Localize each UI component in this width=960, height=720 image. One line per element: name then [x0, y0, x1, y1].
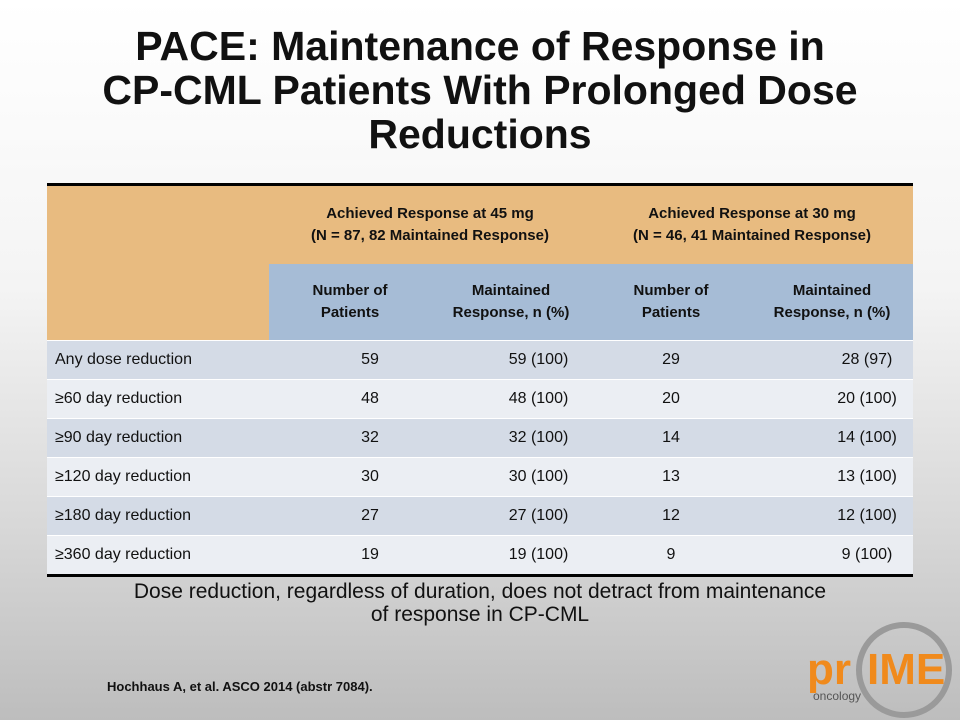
- data-table: Achieved Response at 45 mg (N = 87, 82 M…: [47, 183, 913, 577]
- table-cell: 27 (100): [431, 496, 591, 536]
- table-cell: 59 (100): [431, 340, 591, 380]
- row-label: ≥120 day reduction: [47, 457, 269, 497]
- title-line-2: CP-CML Patients With Prolonged Dose: [102, 67, 858, 113]
- table-cell: 19 (100): [431, 535, 591, 574]
- table-cell: 29: [591, 340, 751, 380]
- table-row: ≥60 day reduction 48 48 (100) 20 20 (100…: [47, 379, 913, 419]
- logo-oncology-text: oncology: [813, 689, 861, 703]
- table-cell: 13: [591, 457, 751, 497]
- row-label: ≥180 day reduction: [47, 496, 269, 536]
- table-corner-cell: [47, 186, 269, 341]
- table-cell: 27: [269, 496, 431, 536]
- table-cell: 20: [591, 379, 751, 419]
- group-header-30mg: Achieved Response at 30 mg (N = 46, 41 M…: [591, 186, 913, 264]
- sub-header-line2: Patients: [641, 304, 701, 321]
- table-cell: 32 (100): [431, 418, 591, 458]
- table-row: Any dose reduction 59 59 (100) 29 28 (97…: [47, 340, 913, 380]
- table-row: ≥180 day reduction 27 27 (100) 12 12 (10…: [47, 496, 913, 536]
- sub-header-cell: Number of Patients: [269, 264, 431, 341]
- citation: Hochhaus A, et al. ASCO 2014 (abstr 7084…: [107, 679, 373, 694]
- sub-header-line2: Patients: [320, 304, 380, 321]
- table-row: ≥90 day reduction 32 32 (100) 14 14 (100…: [47, 418, 913, 458]
- logo-pr-text: pr: [807, 645, 851, 694]
- table-cell: 28 (97): [751, 340, 913, 380]
- row-label: ≥360 day reduction: [47, 535, 269, 574]
- table-cell: 19: [269, 535, 431, 574]
- table-cell: 30: [269, 457, 431, 497]
- group-header-45mg-line2: (N = 87, 82 Maintained Response): [311, 227, 549, 244]
- table-row: ≥360 day reduction 19 19 (100) 9 9 (100): [47, 535, 913, 574]
- row-label: ≥60 day reduction: [47, 379, 269, 419]
- table-sub-header-row: Number of Patients Maintained Response, …: [47, 264, 913, 341]
- prime-oncology-logo: pr IME oncology: [807, 622, 952, 718]
- table-cell: 14 (100): [751, 418, 913, 458]
- sub-header-line1: Maintained: [792, 282, 872, 299]
- slide-title: PACE: Maintenance of Response in CP-CML …: [40, 24, 920, 156]
- conclusion-line-1: Dose reduction, regardless of duration, …: [133, 580, 827, 603]
- title-line-1: PACE: Maintenance of Response in: [135, 23, 825, 69]
- table-group-header-row: Achieved Response at 45 mg (N = 87, 82 M…: [47, 186, 913, 341]
- group-header-30mg-line2: (N = 46, 41 Maintained Response): [633, 227, 871, 244]
- title-line-3: Reductions: [368, 111, 592, 157]
- table-cell: 9 (100): [751, 535, 913, 574]
- table-cell: 13 (100): [751, 457, 913, 497]
- sub-header-line2: Response, n (%): [452, 304, 570, 321]
- sub-header-cell: Maintained Response, n (%): [431, 264, 591, 341]
- sub-header-line1: Number of: [312, 282, 388, 299]
- conclusion-line-2: of response in CP-CML: [370, 603, 590, 626]
- table-cell: 59: [269, 340, 431, 380]
- table-cell: 12: [591, 496, 751, 536]
- table-cell: 14: [591, 418, 751, 458]
- table-cell: 30 (100): [431, 457, 591, 497]
- table-cell: 9: [591, 535, 751, 574]
- conclusion-text: Dose reduction, regardless of duration, …: [40, 580, 920, 626]
- table-cell: 12 (100): [751, 496, 913, 536]
- sub-header-cell: Number of Patients: [591, 264, 751, 341]
- sub-header-line1: Maintained: [471, 282, 551, 299]
- sub-header-cell: Maintained Response, n (%): [751, 264, 913, 341]
- logo-ime-text: IME: [867, 645, 945, 694]
- row-label: ≥90 day reduction: [47, 418, 269, 458]
- table-row: ≥120 day reduction 30 30 (100) 13 13 (10…: [47, 457, 913, 497]
- group-header-30mg-line1: Achieved Response at 30 mg: [648, 205, 856, 222]
- sub-header-line1: Number of: [633, 282, 709, 299]
- table-cell: 20 (100): [751, 379, 913, 419]
- table-cell: 48: [269, 379, 431, 419]
- group-header-45mg-line1: Achieved Response at 45 mg: [326, 205, 534, 222]
- row-label: Any dose reduction: [47, 340, 269, 380]
- table-cell: 48 (100): [431, 379, 591, 419]
- sub-header-line2: Response, n (%): [773, 304, 891, 321]
- group-header-45mg: Achieved Response at 45 mg (N = 87, 82 M…: [269, 186, 591, 264]
- table-cell: 32: [269, 418, 431, 458]
